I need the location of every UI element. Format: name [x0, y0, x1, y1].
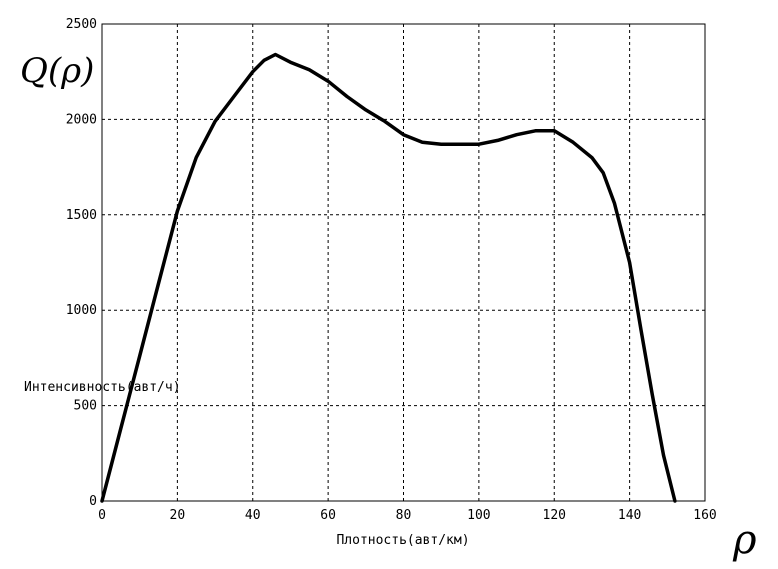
y-axis-label: Интенсивность(авт/ч) — [24, 380, 181, 395]
y-tick-label: 2000 — [66, 112, 97, 127]
x-axis-label: Плотность(авт/км) — [336, 533, 469, 548]
y-tick-labels: 0 500 1000 1500 2000 2500 — [66, 17, 97, 509]
x-tick-label: 140 — [618, 508, 641, 523]
grid — [102, 24, 705, 501]
y-tick-label: 0 — [89, 494, 97, 509]
x-tick-label: 40 — [245, 508, 261, 523]
x-tick-label: 120 — [543, 508, 566, 523]
y-tick-label: 500 — [74, 399, 97, 414]
x-axis-symbol: ρ — [732, 517, 757, 563]
x-tick-label: 0 — [98, 508, 106, 523]
y-axis-symbol: Q(ρ) — [20, 51, 94, 91]
y-tick-label: 1500 — [66, 208, 97, 223]
x-tick-label: 60 — [320, 508, 336, 523]
x-tick-label: 80 — [396, 508, 412, 523]
y-tick-label: 1000 — [66, 303, 97, 318]
x-tick-label: 20 — [170, 508, 186, 523]
y-tick-label: 2500 — [66, 17, 97, 32]
x-tick-label: 100 — [467, 508, 490, 523]
x-tick-label: 160 — [693, 508, 716, 523]
series-line — [100, 52, 677, 503]
x-tick-labels: 0 20 40 60 80 100 120 140 160 — [98, 508, 717, 523]
plot-frame — [101, 23, 706, 502]
